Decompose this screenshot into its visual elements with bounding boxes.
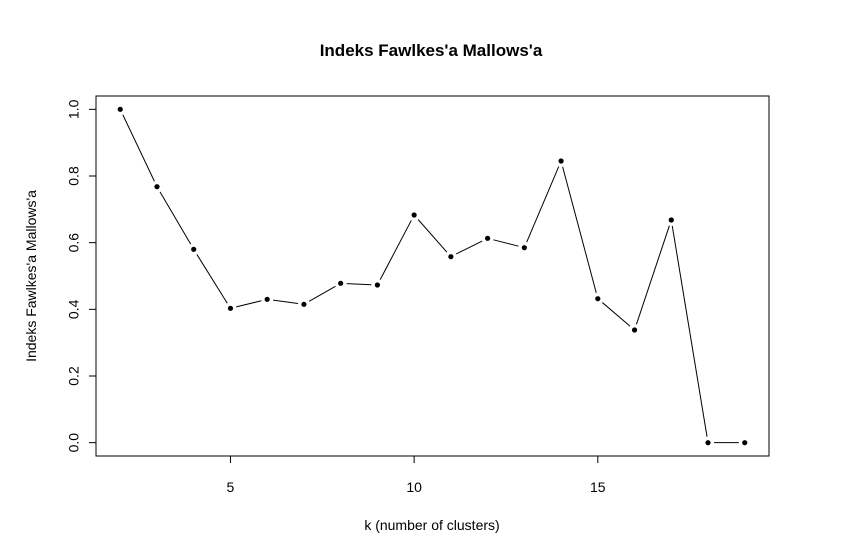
series-segment bbox=[493, 239, 519, 247]
x-tick-label: 15 bbox=[590, 479, 606, 495]
y-tick-label: 0.2 bbox=[66, 366, 82, 386]
data-point bbox=[742, 440, 748, 446]
data-point bbox=[227, 305, 234, 311]
data-point bbox=[705, 440, 711, 446]
series-segment bbox=[526, 166, 560, 243]
series-segment bbox=[159, 191, 192, 245]
data-point bbox=[631, 327, 638, 333]
y-tick-label: 0.0 bbox=[66, 433, 82, 453]
data-point bbox=[301, 301, 307, 307]
y-tick-label: 1.0 bbox=[66, 99, 82, 119]
series-segment bbox=[346, 283, 372, 286]
x-axis: 5 10 15 bbox=[227, 456, 606, 495]
chart-title: Indeks Fawlkes'a Mallows'a bbox=[320, 41, 543, 60]
series-segment bbox=[562, 166, 597, 293]
data-point bbox=[117, 106, 123, 112]
x-axis-label: k (number of clusters) bbox=[364, 517, 499, 533]
data-point bbox=[595, 296, 601, 302]
series-segment bbox=[196, 254, 228, 304]
series-layer bbox=[117, 106, 748, 446]
series-segment bbox=[602, 302, 631, 327]
data-point bbox=[154, 184, 160, 190]
y-tick-label: 0.8 bbox=[66, 166, 82, 186]
data-point bbox=[448, 254, 454, 260]
data-point bbox=[521, 245, 527, 251]
series-segment bbox=[671, 225, 708, 437]
data-point bbox=[668, 217, 674, 223]
series-segment bbox=[635, 225, 670, 325]
data-point bbox=[264, 296, 270, 302]
y-axis: 0.0 0.2 0.4 0.6 0.8 1.0 bbox=[66, 99, 96, 452]
plot-frame bbox=[95, 95, 770, 457]
x-tick-label: 10 bbox=[406, 479, 422, 495]
series-segment bbox=[417, 219, 448, 253]
series-segment bbox=[236, 300, 262, 308]
series-segment bbox=[456, 240, 483, 255]
data-point bbox=[191, 246, 197, 252]
data-point bbox=[558, 158, 564, 164]
series-segment bbox=[308, 285, 336, 302]
y-tick-label: 0.6 bbox=[66, 233, 82, 253]
series-segment bbox=[273, 299, 299, 305]
y-axis-label: Indeks Fawlkes'a Mallows'a bbox=[23, 190, 39, 362]
data-point bbox=[485, 235, 491, 241]
data-point bbox=[338, 280, 344, 286]
x-tick-label: 5 bbox=[227, 479, 235, 495]
y-tick-label: 0.4 bbox=[66, 299, 82, 319]
series-segment bbox=[122, 114, 155, 182]
series-segment bbox=[379, 220, 412, 280]
data-point bbox=[411, 212, 417, 218]
data-point bbox=[374, 282, 380, 288]
